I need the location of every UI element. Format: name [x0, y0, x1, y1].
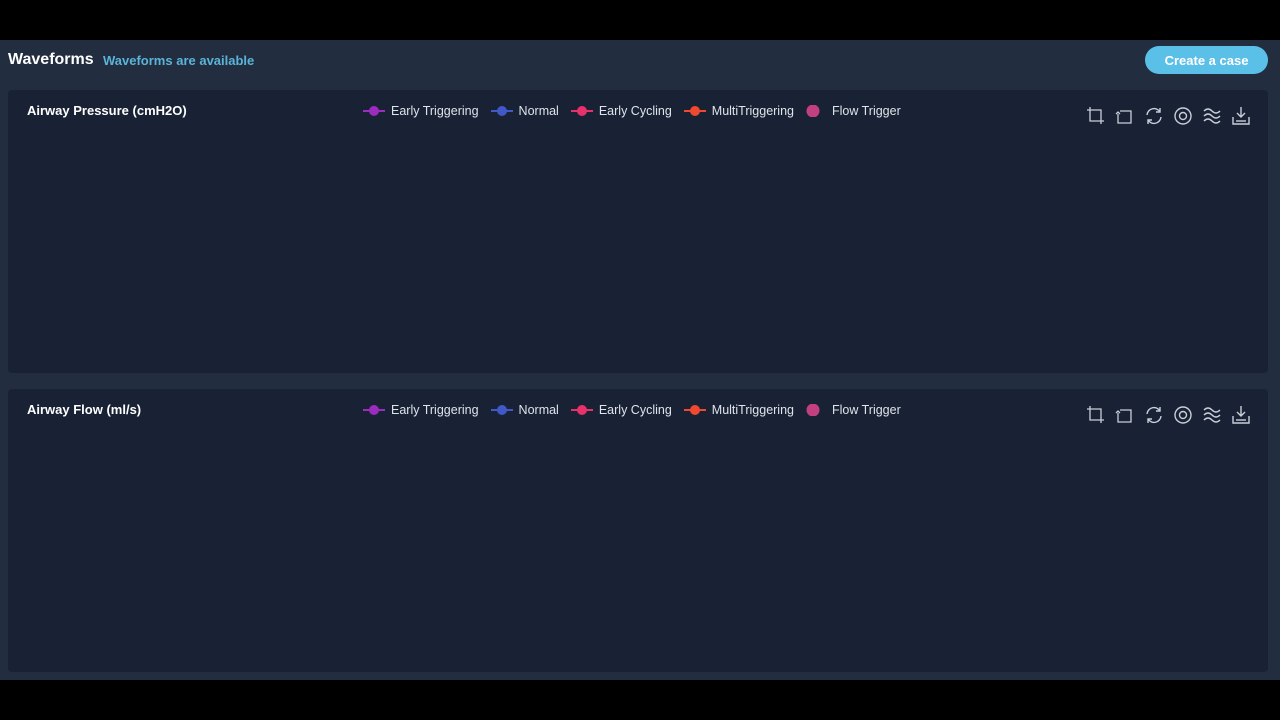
page-title: Waveforms — [8, 51, 94, 68]
undo-zoom-icon — [1115, 409, 1132, 423]
chart-title: Airway Flow (ml/s) — [27, 402, 142, 417]
legend-marker-icon: 2724211815129607:33:1507:33:3007:33:4507… — [363, 106, 385, 116]
legend-label: Early Triggering — [391, 104, 479, 118]
wave-tool-button[interactable] — [1202, 106, 1222, 126]
legend-item[interactable]: Early Cycling — [570, 403, 672, 417]
chart-title: Airway Pressure (cmH2O) — [27, 103, 187, 118]
crop-icon — [1087, 107, 1104, 124]
wave-icon — [1203, 108, 1221, 124]
legend-label: Flow Trigger — [831, 403, 901, 417]
crop-icon — [1087, 406, 1104, 423]
pressure-chart-panel: Airway Pressure (cmH2O) 2724211815129607… — [8, 90, 1268, 373]
chart-toolbar — [1086, 405, 1251, 425]
legend-item[interactable]: Flow Trigger — [806, 403, 901, 417]
legend-label: Normal — [518, 403, 559, 417]
download-icon — [1232, 107, 1250, 125]
legend-item[interactable]: Early Cycling — [570, 104, 672, 118]
legend-marker-icon — [570, 106, 593, 116]
header: Waveforms Waveforms are available Create… — [0, 40, 1280, 80]
undo-zoom-tool-button[interactable] — [1115, 106, 1135, 126]
target-tool-button[interactable] — [1173, 106, 1193, 126]
status-text: Waveforms are available — [103, 53, 255, 68]
legend-label: Early Triggering — [391, 403, 479, 417]
legend-marker-icon — [490, 106, 513, 116]
refresh-icon — [1146, 107, 1162, 125]
refresh-icon — [1146, 406, 1162, 424]
undo-zoom-tool-button[interactable] — [1115, 405, 1135, 425]
refresh-tool-button[interactable] — [1144, 106, 1164, 126]
legend-label: MultiTriggering — [711, 104, 794, 118]
legend-item[interactable]: Normal — [490, 104, 559, 118]
legend-item[interactable]: MultiTriggering — [683, 403, 794, 417]
pressure-chart[interactable] — [8, 90, 1268, 373]
legend-marker-icon — [570, 405, 593, 415]
wave-tool-button[interactable] — [1202, 405, 1222, 425]
download-tool-button[interactable] — [1231, 106, 1251, 126]
legend-item[interactable]: Normal — [490, 403, 559, 417]
legend-marker-icon: 9006003000-300-600-900-120007:33:1507:33… — [363, 405, 385, 415]
legend-label: Early Cycling — [598, 104, 672, 118]
flow-chart-panel: Airway Flow (ml/s) 9006003000-300-600-90… — [8, 389, 1268, 672]
legend-label: Early Cycling — [598, 403, 672, 417]
legend-marker-icon — [806, 105, 820, 117]
download-icon — [1232, 406, 1250, 424]
crop-tool-button[interactable] — [1086, 405, 1106, 425]
crop-tool-button[interactable] — [1086, 106, 1106, 126]
refresh-tool-button[interactable] — [1144, 405, 1164, 425]
legend-label: Normal — [518, 104, 559, 118]
target-icon — [1174, 107, 1192, 125]
legend-item[interactable]: MultiTriggering — [683, 104, 794, 118]
legend-marker-icon — [490, 405, 513, 415]
legend-label: Flow Trigger — [831, 104, 901, 118]
undo-zoom-icon — [1115, 110, 1132, 124]
create-case-button[interactable]: Create a case — [1145, 46, 1268, 74]
legend-marker-icon — [806, 404, 820, 416]
legend-item[interactable]: 9006003000-300-600-900-120007:33:1507:33… — [363, 403, 479, 417]
legend-marker-icon — [683, 106, 706, 116]
legend-item[interactable]: 2724211815129607:33:1507:33:3007:33:4507… — [363, 104, 479, 118]
waveforms-app: Waveforms Waveforms are available Create… — [0, 40, 1280, 680]
flow-chart[interactable] — [8, 389, 1268, 672]
chart-toolbar — [1086, 106, 1251, 126]
legend-label: MultiTriggering — [711, 403, 794, 417]
target-icon — [1174, 406, 1192, 424]
chart-legend: 2724211815129607:33:1507:33:3007:33:4507… — [363, 104, 901, 118]
chart-legend: 9006003000-300-600-900-120007:33:1507:33… — [363, 403, 901, 417]
target-tool-button[interactable] — [1173, 405, 1193, 425]
wave-icon — [1203, 407, 1221, 423]
legend-marker-icon — [683, 405, 706, 415]
download-tool-button[interactable] — [1231, 405, 1251, 425]
legend-item[interactable]: Flow Trigger — [806, 104, 901, 118]
